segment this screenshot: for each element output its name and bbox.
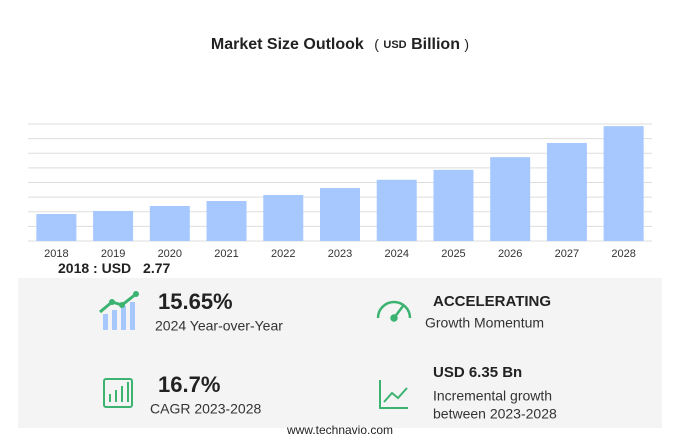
bar <box>149 205 190 241</box>
yoy-icon <box>99 291 139 330</box>
x-tick-label: 2022 <box>271 248 295 260</box>
unit-scale: Billion <box>411 36 460 53</box>
x-tick-label: 2024 <box>384 248 408 260</box>
x-tick-label: 2019 <box>101 248 125 260</box>
x-tick-label: 2025 <box>441 248 465 260</box>
incremental-label: Incremental growth <box>433 388 552 404</box>
bar <box>36 213 77 241</box>
unit-close: ) <box>464 36 469 52</box>
x-tick-label: 2020 <box>158 248 182 260</box>
yoy-value: 15.65% <box>158 289 233 314</box>
unit-currency: USD <box>383 39 406 51</box>
incremental-label-2: between 2023-2028 <box>433 406 557 422</box>
bar <box>433 169 474 241</box>
bar <box>263 194 304 241</box>
x-tick-label: 2023 <box>328 248 352 260</box>
x-tick-label: 2018 <box>44 248 68 260</box>
cagr-value: 16.7% <box>158 372 220 397</box>
momentum-icon <box>376 300 412 322</box>
highlight-label: 2018 : USD <box>58 260 131 276</box>
bar <box>93 210 134 241</box>
momentum-label: Growth Momentum <box>425 315 544 331</box>
cagr-icon <box>103 378 133 408</box>
footer: www.technavio.com <box>286 423 393 437</box>
bar <box>603 126 644 241</box>
cagr-label: CAGR 2023-2028 <box>150 401 262 417</box>
title-text: Market Size Outlook <box>211 36 364 53</box>
x-tick-label: 2028 <box>611 248 635 260</box>
bar <box>376 179 417 241</box>
x-tick-label: 2027 <box>555 248 579 260</box>
bar <box>490 157 531 241</box>
chart-title: Market Size Outlook ( USD Billion ) <box>211 36 469 54</box>
unit-open: ( <box>374 36 379 52</box>
highlight: 2018 : USD 2.77 <box>58 260 171 276</box>
bar <box>320 188 360 241</box>
momentum-value: ACCELERATING <box>433 293 551 310</box>
incremental-value: USD 6.35 Bn <box>433 364 522 381</box>
bar <box>546 143 587 241</box>
bar <box>206 201 247 241</box>
incremental-icon <box>379 380 408 409</box>
x-tick-label: 2026 <box>498 248 522 260</box>
stats-panel <box>18 278 662 428</box>
yoy-label: 2024 Year-over-Year <box>155 318 283 334</box>
x-tick-label: 2021 <box>214 248 238 260</box>
highlight-value: 2.77 <box>143 260 170 276</box>
